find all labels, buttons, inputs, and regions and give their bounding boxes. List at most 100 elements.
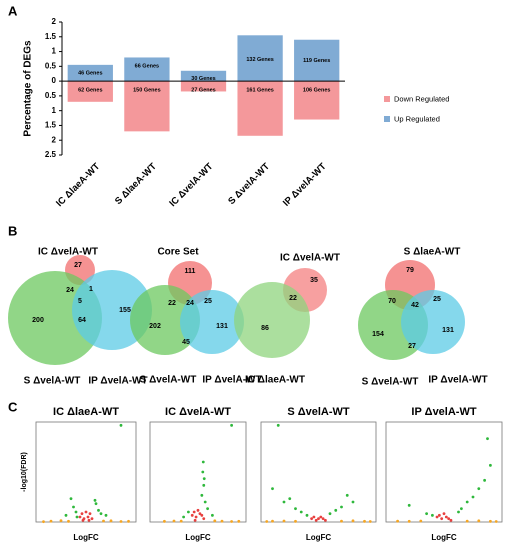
point [457, 510, 460, 514]
point [102, 519, 105, 523]
point [483, 478, 486, 482]
point [477, 487, 481, 491]
point [440, 517, 444, 521]
region-count: 155 [119, 307, 131, 314]
point [489, 519, 492, 523]
region-count: 79 [406, 267, 414, 274]
x-tick-label: IC ΔlaeA-WT [54, 161, 102, 209]
point [203, 500, 207, 504]
region-count: 202 [149, 323, 161, 330]
point [211, 513, 214, 517]
bar [180, 81, 227, 92]
x-axis-label: LogFC [306, 533, 332, 542]
point [282, 519, 286, 523]
point [237, 519, 241, 523]
legend-swatch [384, 116, 390, 122]
y-tick-label: 2.5 [45, 150, 57, 159]
point [119, 423, 123, 427]
point [271, 487, 274, 491]
point [202, 517, 206, 521]
point [419, 519, 423, 523]
x-tick-label: S ΔlaeA-WT [113, 161, 159, 207]
point [288, 497, 292, 501]
point [351, 519, 355, 523]
x-axis-label: LogFC [185, 533, 211, 542]
point [64, 513, 68, 517]
plot-frame [260, 421, 377, 523]
venn-circle [130, 285, 200, 355]
panel-label: C [8, 399, 18, 414]
set-label: S ΔvelA-WT [362, 377, 419, 388]
gene-label: 62 Genes [78, 88, 102, 94]
point [42, 520, 45, 524]
region-count: 22 [168, 300, 176, 307]
gene-label: 106 Genes [303, 88, 331, 94]
plot-frame [385, 421, 503, 523]
point [78, 515, 82, 519]
point [202, 477, 206, 481]
point [328, 512, 332, 516]
point [435, 515, 439, 519]
point [340, 519, 343, 523]
gene-label: 30 Genes [191, 76, 215, 82]
point [294, 519, 297, 523]
point [87, 518, 91, 522]
point [69, 497, 73, 501]
venn-circle [401, 290, 465, 354]
point [294, 507, 297, 511]
venn-title: Core Set [157, 247, 199, 258]
y-tick-label: 2 [52, 17, 57, 26]
point [471, 495, 475, 499]
point [314, 518, 318, 522]
point [271, 519, 274, 523]
point [230, 520, 234, 523]
region-count: 27 [408, 343, 416, 350]
y-tick-label: 0 [52, 76, 57, 85]
set-label: S ΔvelA-WT [140, 375, 197, 386]
region-count: 111 [185, 268, 196, 275]
point [104, 513, 108, 517]
point [90, 517, 94, 521]
gene-label: 66 Genes [135, 63, 159, 69]
point [86, 515, 90, 519]
region-count: 42 [411, 302, 419, 309]
set-label: IP ΔvelA-WT [88, 376, 147, 387]
set-label: IC ΔvelA-WT [280, 253, 340, 264]
point [299, 510, 303, 514]
region-count: 22 [289, 295, 297, 302]
region-count: 35 [310, 277, 318, 284]
set-label: IP ΔvelA-WT [428, 375, 487, 386]
set-label: IC ΔlaeA-WT [245, 375, 305, 386]
legend-label: Down Regulated [394, 94, 449, 103]
point [74, 510, 78, 514]
point [99, 512, 103, 516]
point [465, 519, 469, 523]
point [84, 510, 88, 514]
point [193, 518, 197, 522]
x-tick-label: IP ΔvelA-WT [281, 161, 329, 209]
point [489, 463, 492, 467]
set-label: S ΔlaeA-WT [404, 247, 461, 258]
point [494, 520, 498, 523]
point [340, 505, 343, 509]
point [317, 517, 320, 521]
bar [237, 35, 283, 82]
point [449, 518, 453, 522]
bar [294, 81, 340, 120]
region-count: 70 [388, 298, 396, 305]
point [163, 519, 166, 523]
point [265, 520, 269, 523]
point [187, 510, 190, 514]
x-axis-label: LogFC [73, 533, 99, 542]
point [368, 520, 372, 523]
bar [67, 64, 113, 82]
point [477, 519, 481, 523]
point [93, 498, 97, 502]
set-label: IP ΔvelA-WT [202, 375, 261, 386]
y-tick-label: 0.5 [45, 61, 57, 70]
point [431, 513, 434, 517]
point [465, 500, 469, 504]
plot-frame [35, 421, 137, 523]
point [276, 423, 280, 427]
